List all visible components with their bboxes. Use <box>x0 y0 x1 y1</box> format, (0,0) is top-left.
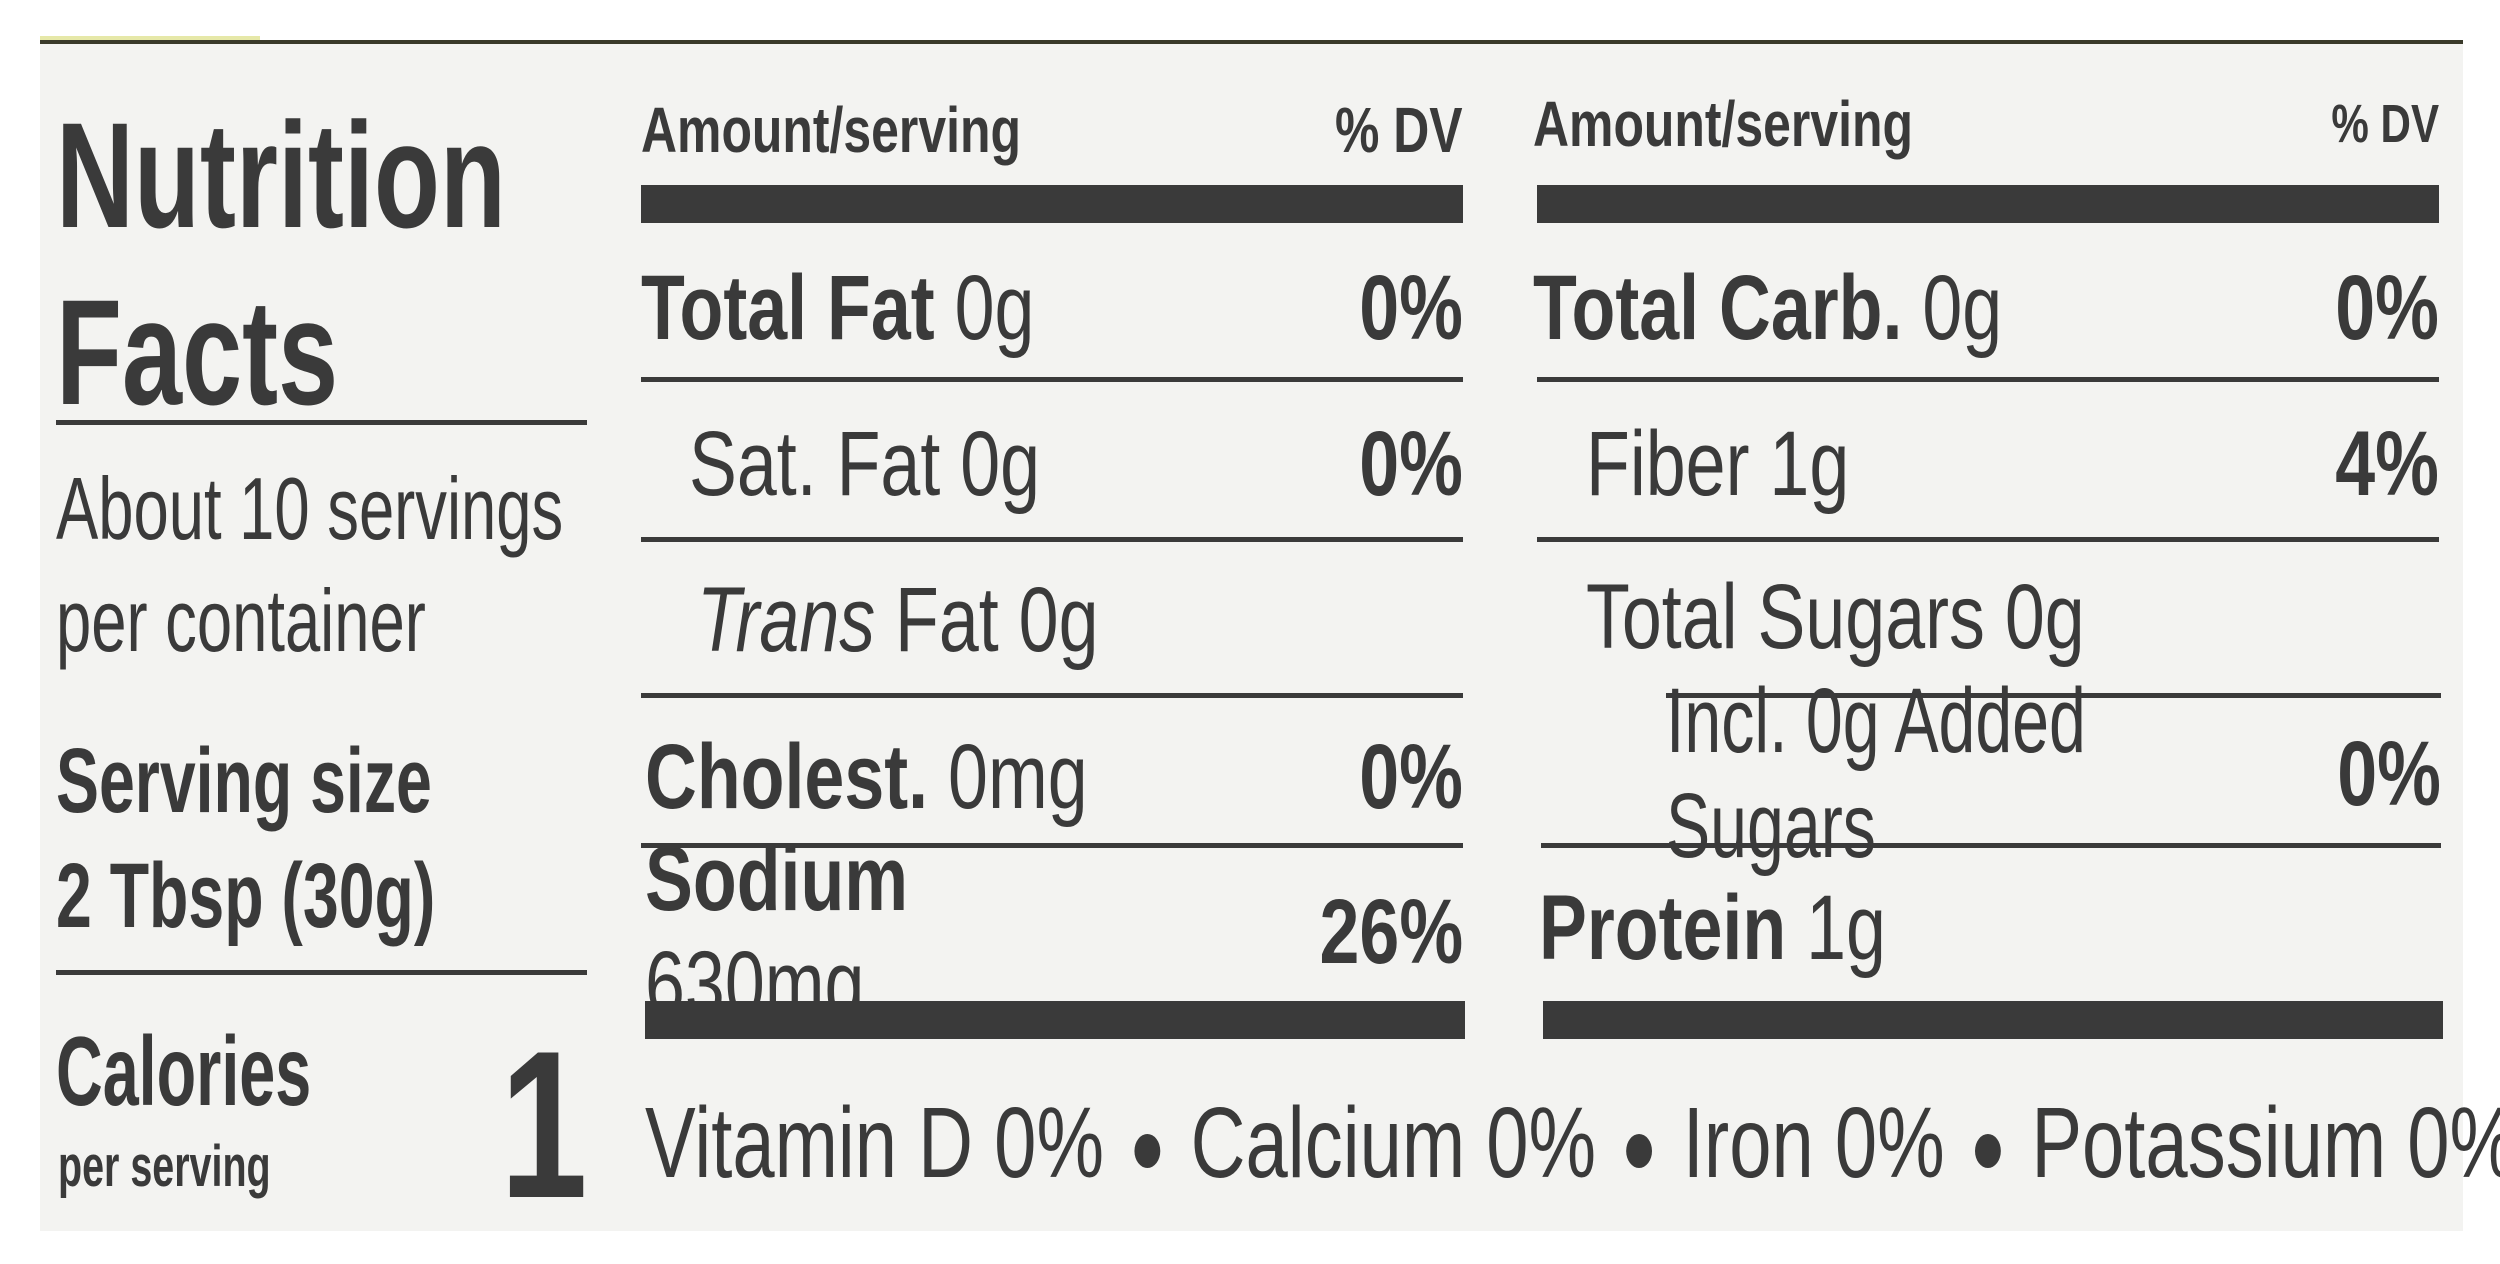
divider <box>1541 843 2441 848</box>
divider <box>56 420 587 425</box>
footer-dv: 0% <box>1486 1087 1597 1199</box>
nutrient-amount: 0g <box>1922 256 2003 359</box>
nutrient-label: Fat <box>895 568 999 671</box>
divider <box>641 693 1463 698</box>
row-total-sugars: Total Sugars 0g <box>1586 565 2439 668</box>
nutrient-dv: 0% <box>2335 256 2439 359</box>
footer-name: Vitamin D <box>645 1087 974 1199</box>
nutrient-dv: 0% <box>2337 722 2441 825</box>
title-text: Facts <box>56 268 339 436</box>
calories-text: Calories <box>56 1016 312 1126</box>
servings-text: per container <box>56 571 426 670</box>
nutrient-dv: 0% <box>1359 256 1463 359</box>
serving-size-text: 2 Tbsp (30g) <box>56 845 436 947</box>
nutrient-amount: 0g <box>960 412 1041 515</box>
nutrient-label: Total Carb. <box>1533 256 1903 359</box>
footer-name: Iron <box>1682 1087 1814 1199</box>
nutrient-dv: 0% <box>1359 412 1463 515</box>
dv-header: % DV <box>2331 94 2439 154</box>
servings-per-container: About 10 servings <box>56 465 760 553</box>
nutrient-label: Sodium <box>645 828 909 930</box>
row-total-carb: Total Carb. 0g 0% <box>1533 256 2439 359</box>
nutrient-label: Total Fat <box>641 256 935 359</box>
nutrient-amount: 0g <box>954 256 1035 359</box>
nutrient-dv: 4% <box>2335 412 2439 515</box>
divider <box>641 537 1463 542</box>
nutrient-amount: 0g <box>2004 565 2085 668</box>
calories-per-serving: per serving <box>58 1138 371 1196</box>
row-trans-fat: Trans Fat 0g <box>697 568 1463 671</box>
nutrient-label: Incl. 0g Added Sugars <box>1666 670 2086 877</box>
nutrient-label: Sat. Fat <box>689 412 941 515</box>
serving-size-value: 2 Tbsp (30g) <box>56 850 598 942</box>
footer-dv: 0% <box>994 1087 1105 1199</box>
nutrient-label: Protein <box>1539 876 1787 979</box>
footer-item-vitamin-d: Vitamin D 0% <box>645 1087 1104 1199</box>
serving-size-label: Serving size <box>56 735 593 827</box>
thick-bar <box>645 1001 1465 1039</box>
footer-dv: 0% <box>2407 1087 2500 1199</box>
divider <box>56 970 587 975</box>
bullet-icon <box>1975 1133 2001 1168</box>
divider <box>641 377 1463 382</box>
nutrient-dv: 26% <box>1319 880 1463 983</box>
nutrient-dv: 0% <box>1359 725 1463 828</box>
footer-dv: 0% <box>1834 1087 1945 1199</box>
nutrient-label: Fiber <box>1586 412 1750 515</box>
row-sat-fat: Sat. Fat 0g 0% <box>689 412 1463 515</box>
bullet-icon <box>1626 1133 1653 1168</box>
row-fiber: Fiber 1g 4% <box>1586 412 2439 515</box>
middle-header: Amount/serving % DV <box>641 80 1463 180</box>
servings-text: About 10 servings <box>56 459 564 558</box>
amount-header: Amount/serving <box>1533 88 1913 160</box>
nutrient-label: Total Sugars <box>1586 565 1985 668</box>
divider <box>1666 693 2441 698</box>
nutrient-label: Cholest. <box>645 725 929 828</box>
row-total-fat: Total Fat 0g 0% <box>641 256 1463 359</box>
bullet-icon <box>1134 1133 1161 1168</box>
title-text: Nutrition <box>56 91 506 259</box>
footer-item-iron: Iron 0% <box>1683 1087 1945 1199</box>
calories-number: 1 <box>500 1007 588 1242</box>
calories-label: Calories <box>56 1022 443 1120</box>
calories-sub-text: per serving <box>58 1134 271 1199</box>
amount-header: Amount/serving <box>641 94 1021 166</box>
footer-item-potassium: Potassium 0% <box>2031 1087 2500 1199</box>
nutrient-amount: 0g <box>1018 568 1099 671</box>
title-nutrition: Nutrition <box>56 100 681 250</box>
nutrient-amount: 1g <box>1769 412 1850 515</box>
servings-per-container-2: per container <box>56 577 570 665</box>
nutrient-label-italic: Trans <box>697 568 876 671</box>
row-added-sugars: Incl. 0g Added Sugars 0% <box>1666 670 2441 877</box>
footer-name: Calcium <box>1190 1087 1466 1199</box>
divider <box>1537 377 2439 382</box>
row-protein: Protein 1g <box>1539 876 2441 979</box>
row-cholesterol: Cholest. 0mg 0% <box>645 725 1463 828</box>
right-header: Amount/serving % DV <box>1533 74 2439 174</box>
vitamins-minerals: Vitamin D 0% Calcium 0% Iron 0% Potassium 0… <box>645 1093 2500 1193</box>
calories-value: 1 <box>500 1020 617 1230</box>
serving-size-text: Serving size <box>56 730 432 832</box>
row-sodium: Sodium 630mg 26% <box>645 828 1463 1035</box>
thick-bar <box>641 185 1463 223</box>
nutrient-amount: 1g <box>1806 876 1886 979</box>
thick-bar <box>1537 185 2439 223</box>
nutrient-amount: 0mg <box>948 725 1088 828</box>
divider <box>641 843 1463 848</box>
footer-name: Potassium <box>2031 1087 2387 1199</box>
title-facts: Facts <box>56 277 448 427</box>
divider <box>1537 537 2439 542</box>
dv-header: % DV <box>1335 94 1463 166</box>
thick-bar <box>1543 1001 2443 1039</box>
footer-item-calcium: Calcium 0% <box>1191 1087 1596 1199</box>
